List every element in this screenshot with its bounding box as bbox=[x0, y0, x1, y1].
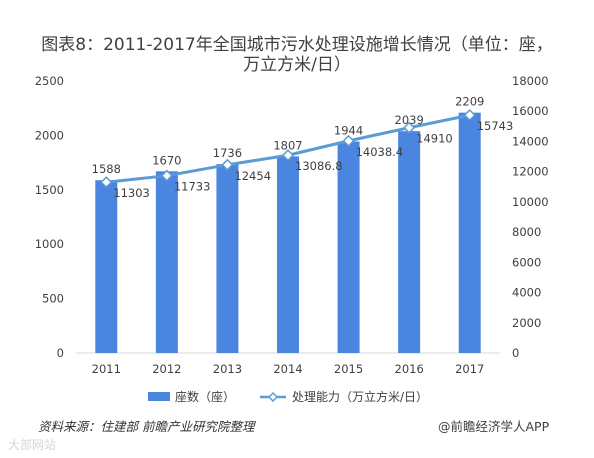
legend-line-marker bbox=[267, 391, 279, 403]
x-tick-label: 2014 bbox=[273, 362, 302, 376]
capacity-point-2014 bbox=[281, 149, 295, 162]
x-tick-label: 2013 bbox=[213, 362, 242, 376]
y-left-tick-label: 2500 bbox=[35, 74, 64, 88]
y-right-tick-label: 4000 bbox=[512, 286, 541, 300]
y-left-tick-label: 500 bbox=[42, 292, 64, 306]
y-right-tick-label: 2000 bbox=[512, 316, 541, 330]
bar-data-label: 2039 bbox=[395, 113, 424, 127]
line-data-label: 14038.4 bbox=[356, 145, 404, 159]
legend-bar-swatch bbox=[148, 392, 170, 401]
y-left-tick-label: 1500 bbox=[35, 183, 64, 197]
y-right-tick-label: 8000 bbox=[512, 225, 541, 239]
line-data-label: 15743 bbox=[477, 119, 514, 133]
x-tick-label: 2012 bbox=[152, 362, 181, 376]
y-right-tick-label: 14000 bbox=[512, 134, 549, 148]
bar-2011 bbox=[95, 180, 118, 353]
x-tick-label: 2015 bbox=[334, 362, 363, 376]
source-note: 资料来源：住建部 前瞻产业研究院整理 bbox=[38, 419, 255, 434]
line-data-label: 11733 bbox=[174, 180, 211, 194]
bar-data-label: 2209 bbox=[455, 95, 484, 109]
brand-label: @前瞻经济学人APP bbox=[438, 419, 550, 434]
y-right-tick-label: 0 bbox=[512, 346, 519, 360]
bar-data-label: 1670 bbox=[152, 153, 181, 167]
bar-2015 bbox=[337, 141, 360, 353]
bar-data-label: 1736 bbox=[213, 146, 242, 160]
line-data-label: 13086.8 bbox=[295, 159, 343, 173]
y-right-tick-label: 6000 bbox=[512, 255, 541, 269]
y-right-tick-label: 18000 bbox=[512, 74, 549, 88]
capacity-point-2016 bbox=[403, 121, 416, 134]
bar-data-label: 1944 bbox=[334, 123, 363, 137]
line-data-label: 14910 bbox=[416, 132, 453, 146]
y-left-tick-label: 1000 bbox=[35, 237, 64, 251]
bar-data-label: 1588 bbox=[92, 162, 121, 176]
legend-bar-label: 座数（座） bbox=[175, 389, 235, 404]
y-left-tick-label: 0 bbox=[57, 346, 64, 360]
bar-2016 bbox=[398, 131, 421, 353]
bar-2014 bbox=[277, 156, 299, 353]
bar-2013 bbox=[216, 164, 239, 353]
capacity-point-2011 bbox=[100, 176, 113, 189]
y-left-tick-label: 2000 bbox=[35, 128, 64, 142]
x-tick-label: 2016 bbox=[395, 362, 424, 376]
chart-title-line1: 图表8：2011-2017年全国城市污水处理设施增长情况（单位：座， bbox=[41, 35, 553, 55]
y-right-tick-label: 10000 bbox=[512, 195, 549, 209]
x-tick-label: 2017 bbox=[455, 362, 484, 376]
chart-title-line2: 万立方米/日） bbox=[243, 55, 351, 75]
capacity-point-2013 bbox=[221, 158, 234, 171]
legend-line-label: 处理能力（万立方米/日） bbox=[292, 389, 428, 404]
capacity-point-2015 bbox=[342, 134, 355, 147]
bar-data-label: 1807 bbox=[273, 138, 302, 152]
bar-2012 bbox=[155, 171, 178, 353]
line-data-label: 12454 bbox=[234, 169, 271, 183]
bar-2017 bbox=[458, 112, 481, 353]
line-data-label: 11303 bbox=[113, 186, 150, 200]
x-tick-label: 2011 bbox=[92, 362, 121, 376]
capacity-point-2017 bbox=[463, 109, 476, 122]
y-right-tick-label: 16000 bbox=[512, 104, 549, 118]
capacity-point-2012 bbox=[160, 169, 173, 182]
y-right-tick-label: 12000 bbox=[512, 165, 549, 179]
corner-watermark: 大部网站 bbox=[8, 438, 57, 452]
